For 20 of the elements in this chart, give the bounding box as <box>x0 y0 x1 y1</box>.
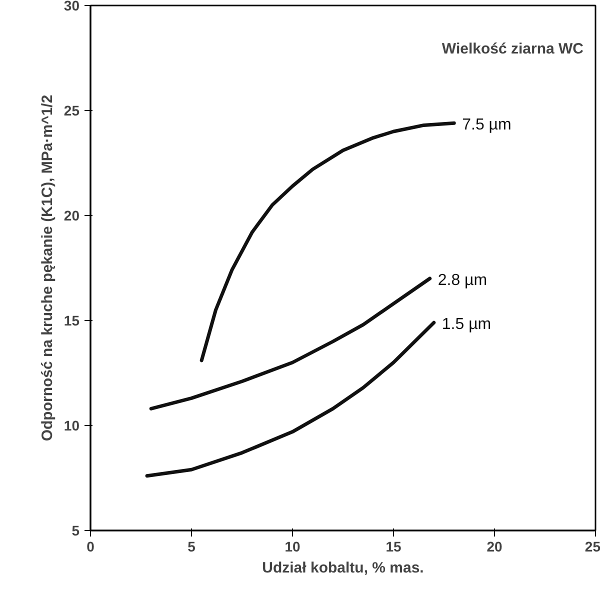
x-tick-label: 10 <box>284 538 300 554</box>
x-tick-label: 5 <box>188 538 196 554</box>
x-axis-title: Udział kobaltu, % mas. <box>262 560 424 576</box>
x-tick-label: 0 <box>86 538 95 554</box>
y-tick-label: 10 <box>64 418 80 434</box>
series-label: 7.5 µm <box>462 116 512 134</box>
line-series <box>145 320 436 478</box>
x-tick-label: 15 <box>386 538 402 554</box>
x-tick-label: 20 <box>486 538 502 554</box>
x-tick-label: 25 <box>584 538 601 554</box>
line-series <box>149 276 432 410</box>
annotation: Wielkość ziarna WC <box>442 40 584 58</box>
y-tick-label: 25 <box>64 102 80 118</box>
y-axis-title: Odporność na kruche pękanie (K1C), MPa·m^1/2 <box>38 94 56 442</box>
series-label: 1.5 µm <box>442 316 492 334</box>
series-label: 2.8 µm <box>438 272 488 289</box>
y-tick-label: 30 <box>64 0 80 14</box>
y-tick-label: 20 <box>64 208 80 224</box>
y-tick-label: 5 <box>72 522 80 538</box>
y-tick-label: 15 <box>64 312 80 328</box>
